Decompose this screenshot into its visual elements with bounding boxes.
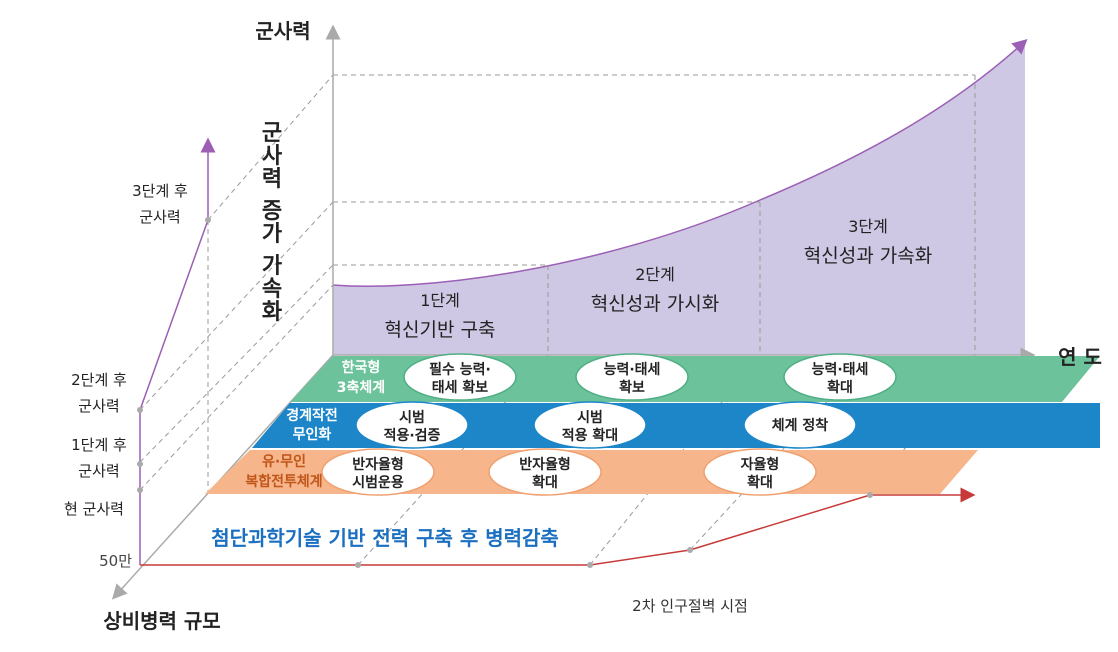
year-axis-label: 연 도 (1058, 345, 1102, 369)
level-1-label: 1단계 후 군사력 (71, 436, 127, 480)
band-label: 한국형 3축체계 (337, 359, 385, 396)
band-unmanned-guard (252, 403, 1100, 448)
power-growth-area (333, 42, 1025, 355)
milestone-bubble: 자율형 확대 (703, 448, 817, 496)
svg-text:군: 군 (262, 121, 282, 146)
level-current-label: 현 군사력 (64, 500, 124, 518)
stage-3-label: 3단계 혁신성과 가속화 (804, 217, 932, 267)
milestone-text: 능력·태세 확보 (604, 362, 661, 396)
power-growth-curve (332, 38, 1028, 287)
vertical-axis-label: 군사력 (255, 19, 310, 43)
milestone-bubble: 반자율형 시범운용 (321, 448, 435, 496)
milestone-text: 필수 능력· 태세 확보 (429, 361, 491, 396)
reduction-caption: 첨단과학기술 기반 전력 구축 후 병력감축 (211, 526, 559, 550)
milestone-text: 체계 정착 (772, 417, 829, 434)
level-points (137, 217, 211, 493)
milestone-text: 능력·태세 확대 (812, 362, 869, 396)
growth-acceleration-caption: 군 사 력 증 가 가 속 화 (262, 121, 283, 325)
population-note: 2차 인구절벽 시점 (632, 597, 748, 615)
milestone-text: 시범 적용 확대 (562, 410, 618, 444)
svg-text:화: 화 (262, 300, 282, 325)
depth-axis-label: 상비병력 규모 (103, 609, 220, 633)
milestone-bubble: 능력·태세 확보 (575, 353, 689, 401)
milestone-text: 반자율형 확대 (519, 456, 571, 491)
milestone-text: 반자율형 시범운용 (352, 456, 404, 491)
milestone-bubble: 체계 정착 (743, 401, 857, 449)
milestone-bubble: 시범 적용 확대 (533, 401, 647, 449)
milestone-bubble: 능력·태세 확대 (783, 353, 897, 401)
stage-1-label: 1단계 혁신기반 구축 (385, 291, 496, 341)
svg-text:속: 속 (262, 277, 282, 302)
stage-2-label: 2단계 혁신성과 가시화 (591, 265, 719, 315)
milestone-bubble: 시범 적용·검증 (355, 401, 469, 449)
band-label: 경계작전 무인화 (286, 407, 338, 443)
milestone-bubble: 반자율형 확대 (488, 448, 602, 496)
milestone-bubble: 필수 능력· 태세 확보 (403, 353, 517, 401)
svg-text:증: 증 (262, 199, 282, 224)
reduction-points (355, 492, 873, 568)
milestone-text: 자율형 확대 (741, 456, 780, 491)
svg-text:력: 력 (262, 167, 282, 192)
svg-text:사: 사 (262, 144, 283, 169)
level-3-label: 3단계 후 군사력 (132, 182, 188, 226)
depth-start-label: 50만 (99, 552, 132, 570)
svg-text:가: 가 (262, 254, 282, 279)
level-2-label: 2단계 후 군사력 (71, 371, 127, 415)
band-label: 유·무인 복합전투체계 (245, 453, 322, 490)
svg-text:가: 가 (262, 222, 282, 247)
milestone-text: 시범 적용·검증 (384, 410, 441, 444)
